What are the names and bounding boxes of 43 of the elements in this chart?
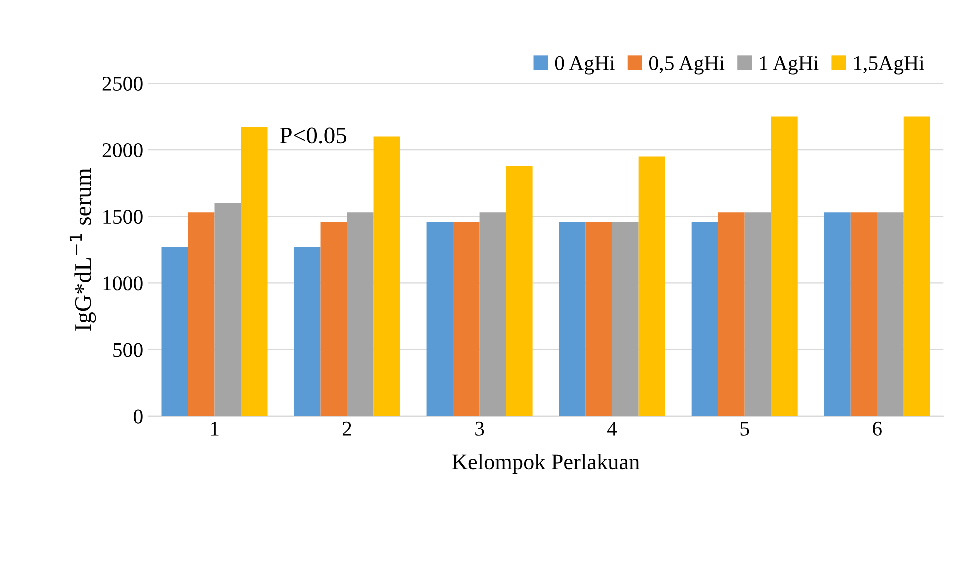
bar — [824, 212, 851, 416]
x-tick-label: 5 — [740, 422, 750, 436]
legend-label: 1 AgHi — [760, 56, 819, 75]
bar — [586, 222, 612, 416]
x-tick-label: 2 — [342, 422, 352, 436]
bar — [188, 212, 215, 416]
legend-label: 0 AgHi — [555, 56, 615, 75]
bar — [904, 116, 930, 416]
x-tick-label: 3 — [476, 422, 484, 436]
bar — [426, 222, 454, 416]
bar — [480, 212, 506, 416]
bar — [241, 127, 268, 416]
legend-label: 1,5AgHi — [854, 56, 924, 75]
bar — [453, 222, 480, 416]
bar — [559, 222, 586, 416]
bar — [612, 222, 639, 416]
y-tick-label: 500 — [114, 343, 143, 358]
bar — [294, 247, 321, 416]
y-axis-title: IgG*dL$^{−1}$ serum — [70, 168, 96, 331]
bar — [744, 212, 772, 416]
bar — [850, 212, 878, 416]
bar — [771, 116, 798, 416]
bar — [214, 203, 242, 416]
bar — [162, 247, 188, 416]
y-tick-label: 1500 — [104, 210, 143, 224]
annotation: P<0.05 — [280, 128, 347, 144]
x-tick-label: 4 — [608, 422, 618, 436]
bar — [320, 222, 348, 416]
y-tick-label: 0 — [134, 410, 143, 424]
x-axis-title: Kelompok Perlakuan — [452, 454, 640, 474]
x-tick-label: 1 — [211, 422, 219, 436]
bar — [347, 212, 374, 416]
y-tick-label: 1000 — [104, 276, 143, 291]
bar — [877, 212, 904, 416]
y-tick-label: 2000 — [102, 143, 143, 158]
bar — [692, 222, 718, 416]
bar — [638, 156, 666, 416]
bar — [718, 212, 745, 416]
bar — [506, 166, 533, 416]
y-tick-label: 2500 — [102, 76, 143, 91]
x-tick-label: 6 — [873, 422, 882, 436]
bar — [374, 136, 400, 416]
legend-label: 0,5 AgHi — [649, 56, 725, 75]
